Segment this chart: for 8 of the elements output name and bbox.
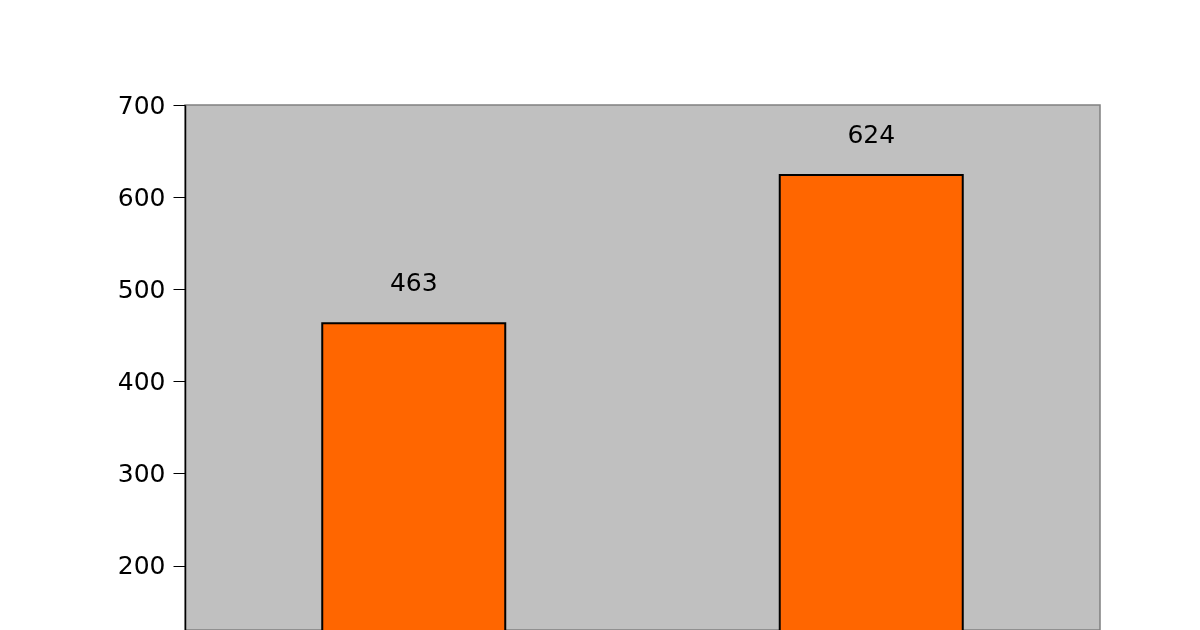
y-tick-label: 300 (117, 458, 166, 488)
y-tick-label: 400 (117, 366, 166, 396)
y-tick-label: 700 (117, 90, 166, 120)
y-tick-label: 200 (117, 551, 166, 581)
y-tick-label: 600 (117, 182, 166, 212)
y-tick-label: 500 (117, 274, 166, 304)
data-label: 624 (847, 120, 896, 149)
data-label: 463 (389, 268, 438, 298)
